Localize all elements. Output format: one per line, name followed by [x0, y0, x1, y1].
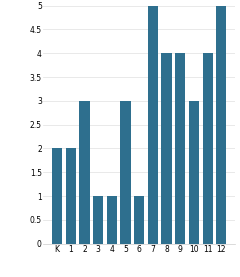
Bar: [52, 148, 62, 244]
Bar: [203, 53, 213, 244]
Bar: [175, 53, 186, 244]
Bar: [216, 6, 227, 244]
Bar: [148, 6, 158, 244]
Bar: [107, 196, 117, 244]
Bar: [134, 196, 144, 244]
Bar: [162, 53, 172, 244]
Bar: [79, 101, 90, 244]
Bar: [93, 196, 103, 244]
Bar: [189, 101, 199, 244]
Bar: [66, 148, 76, 244]
Bar: [120, 101, 131, 244]
